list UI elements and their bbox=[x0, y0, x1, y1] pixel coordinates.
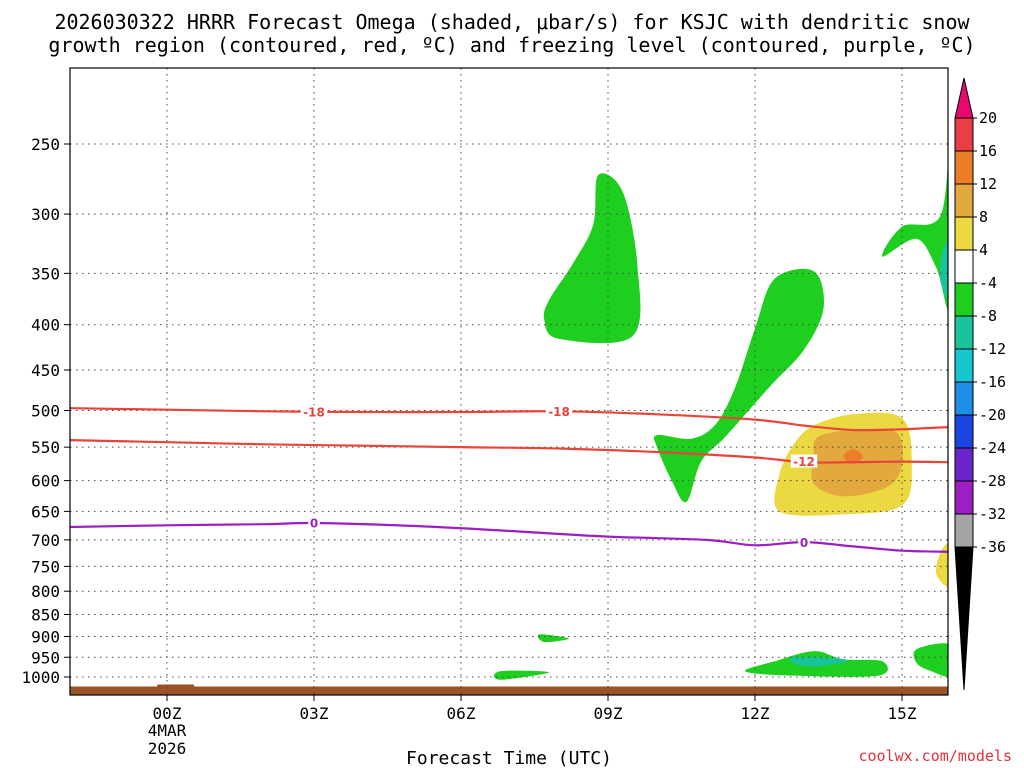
colorbar-bin-10 bbox=[954, 447, 974, 482]
dgz-top-label-bg-1 bbox=[545, 404, 573, 418]
x-tick-label-03Z: 03Z bbox=[300, 704, 329, 723]
colorbar-bin-7 bbox=[954, 348, 974, 383]
terrain-band bbox=[70, 686, 948, 695]
y-tick-label-1000: 1000 bbox=[21, 668, 60, 687]
colorbar-bin-0 bbox=[954, 117, 974, 152]
colorbar-label-2: 12 bbox=[979, 175, 997, 193]
x-tick-date: 4MAR bbox=[148, 721, 187, 740]
y-tick-label-900: 900 bbox=[31, 627, 60, 646]
dgz-bottom-label-0: -12 bbox=[793, 455, 815, 469]
y-tick-label-750: 750 bbox=[31, 557, 60, 576]
x-tick-label-06Z: 06Z bbox=[447, 704, 476, 723]
chart-title-line1: 2026030322 HRRR Forecast Omega (shaded, … bbox=[54, 10, 970, 34]
y-tick-label-450: 450 bbox=[31, 361, 60, 380]
omega-green-1 bbox=[543, 173, 641, 344]
omega-green-3 bbox=[882, 160, 948, 311]
y-tick-label-400: 400 bbox=[31, 316, 60, 335]
omega-teal-2 bbox=[790, 656, 849, 667]
y-tick-label-350: 350 bbox=[31, 264, 60, 283]
freezing-level-label-bg-0 bbox=[308, 516, 320, 530]
colorbar-label-11: -28 bbox=[979, 472, 1006, 490]
pressure-axis: 250 300 350 400 450 500 550 600 650 700 750 800 850 9… bbox=[21, 135, 70, 687]
plot-frame bbox=[69, 67, 949, 696]
grid-layer bbox=[70, 68, 948, 695]
omega-green-6 bbox=[537, 634, 569, 643]
omega-teal-1 bbox=[940, 238, 948, 301]
omega-yellow-2 bbox=[935, 543, 948, 588]
colorbar-label-3: 8 bbox=[979, 208, 988, 226]
colorbar-bin-5 bbox=[954, 282, 974, 317]
y-tick-label-950: 950 bbox=[31, 648, 60, 667]
y-tick-label-500: 500 bbox=[31, 402, 60, 421]
y-tick-label-850: 850 bbox=[31, 606, 60, 625]
colorbar-label-12: -32 bbox=[979, 505, 1006, 523]
y-tick-label-650: 650 bbox=[31, 502, 60, 521]
colorbar-label-13: -36 bbox=[979, 538, 1006, 556]
freezing-level-label-0: 0 bbox=[310, 517, 318, 531]
colorbar-label-10: -24 bbox=[979, 439, 1006, 457]
y-tick-label-600: 600 bbox=[31, 472, 60, 491]
dgz-top-label-0: -18 bbox=[303, 406, 325, 420]
colorbar-bin-4 bbox=[954, 249, 974, 284]
freezing-level-label-bg-1 bbox=[798, 535, 810, 549]
colorbar-bin-12 bbox=[954, 513, 974, 548]
dgz-top-label-bg-0 bbox=[300, 405, 328, 419]
omega-orange bbox=[843, 449, 863, 465]
colorbar-bin-3 bbox=[954, 216, 974, 251]
colorbar-bin-9 bbox=[954, 414, 974, 449]
y-tick-label-250: 250 bbox=[31, 135, 60, 154]
dgz-bottom-label-bg-0 bbox=[790, 454, 818, 468]
colorbar-label-4: 4 bbox=[979, 241, 988, 259]
colorbar-label-6: -8 bbox=[979, 307, 997, 325]
colorbar-bin-11 bbox=[954, 480, 974, 515]
y-tick-label-800: 800 bbox=[31, 582, 60, 601]
omega-green-2 bbox=[653, 268, 824, 503]
freezing-level-line bbox=[70, 521, 948, 553]
freezing-level-label-1: 0 bbox=[800, 536, 808, 550]
omega-colorbar: 20 16 12 8 4 -4 -8 -12 -16 -20 -24 -28 -32 -36 bbox=[954, 77, 1006, 691]
colorbar-label-7: -12 bbox=[979, 340, 1006, 358]
omega-green-5 bbox=[913, 643, 948, 677]
terrain-layer bbox=[70, 684, 948, 695]
y-tick-label-300: 300 bbox=[31, 205, 60, 224]
x-tick-label-12Z: 12Z bbox=[741, 704, 770, 723]
colorbar-label-8: -16 bbox=[979, 373, 1006, 391]
dgz-top-label-1: -18 bbox=[548, 405, 570, 419]
contour-layer: -18 -18 -12 0 0 bbox=[70, 404, 948, 553]
dgz-top-line bbox=[70, 407, 948, 432]
colorbar-bin-6 bbox=[954, 315, 974, 350]
x-tick-label-09Z: 09Z bbox=[594, 704, 623, 723]
colorbar-label-1: 16 bbox=[979, 142, 997, 160]
omega-shaded-layer bbox=[494, 160, 948, 680]
colorbar-bin-1 bbox=[954, 150, 974, 185]
colorbar-label-5: -4 bbox=[979, 274, 997, 292]
x-tick-label-15Z: 15Z bbox=[888, 704, 917, 723]
colorbar-arrow-bottom bbox=[954, 546, 974, 691]
y-tick-label-700: 700 bbox=[31, 531, 60, 550]
x-axis-title: Forecast Time (UTC) bbox=[406, 748, 612, 768]
omega-green-7 bbox=[494, 670, 550, 680]
colorbar-label-0: 20 bbox=[979, 109, 997, 127]
y-tick-label-550: 550 bbox=[31, 438, 60, 457]
x-tick-year: 2026 bbox=[148, 739, 187, 758]
colorbar-bin-8 bbox=[954, 381, 974, 416]
terrain-bump bbox=[157, 684, 194, 688]
credit-link[interactable]: coolwx.com/models bbox=[858, 747, 1012, 765]
colorbar-label-9: -20 bbox=[979, 406, 1006, 424]
x-tick-label-00Z: 00Z bbox=[153, 704, 182, 723]
colorbar-arrow-top bbox=[954, 77, 974, 119]
colorbar-bin-2 bbox=[954, 183, 974, 218]
chart-title-line2: growth region (contoured, red, ºC) and f… bbox=[48, 33, 975, 57]
dgz-bottom-line bbox=[70, 439, 948, 464]
